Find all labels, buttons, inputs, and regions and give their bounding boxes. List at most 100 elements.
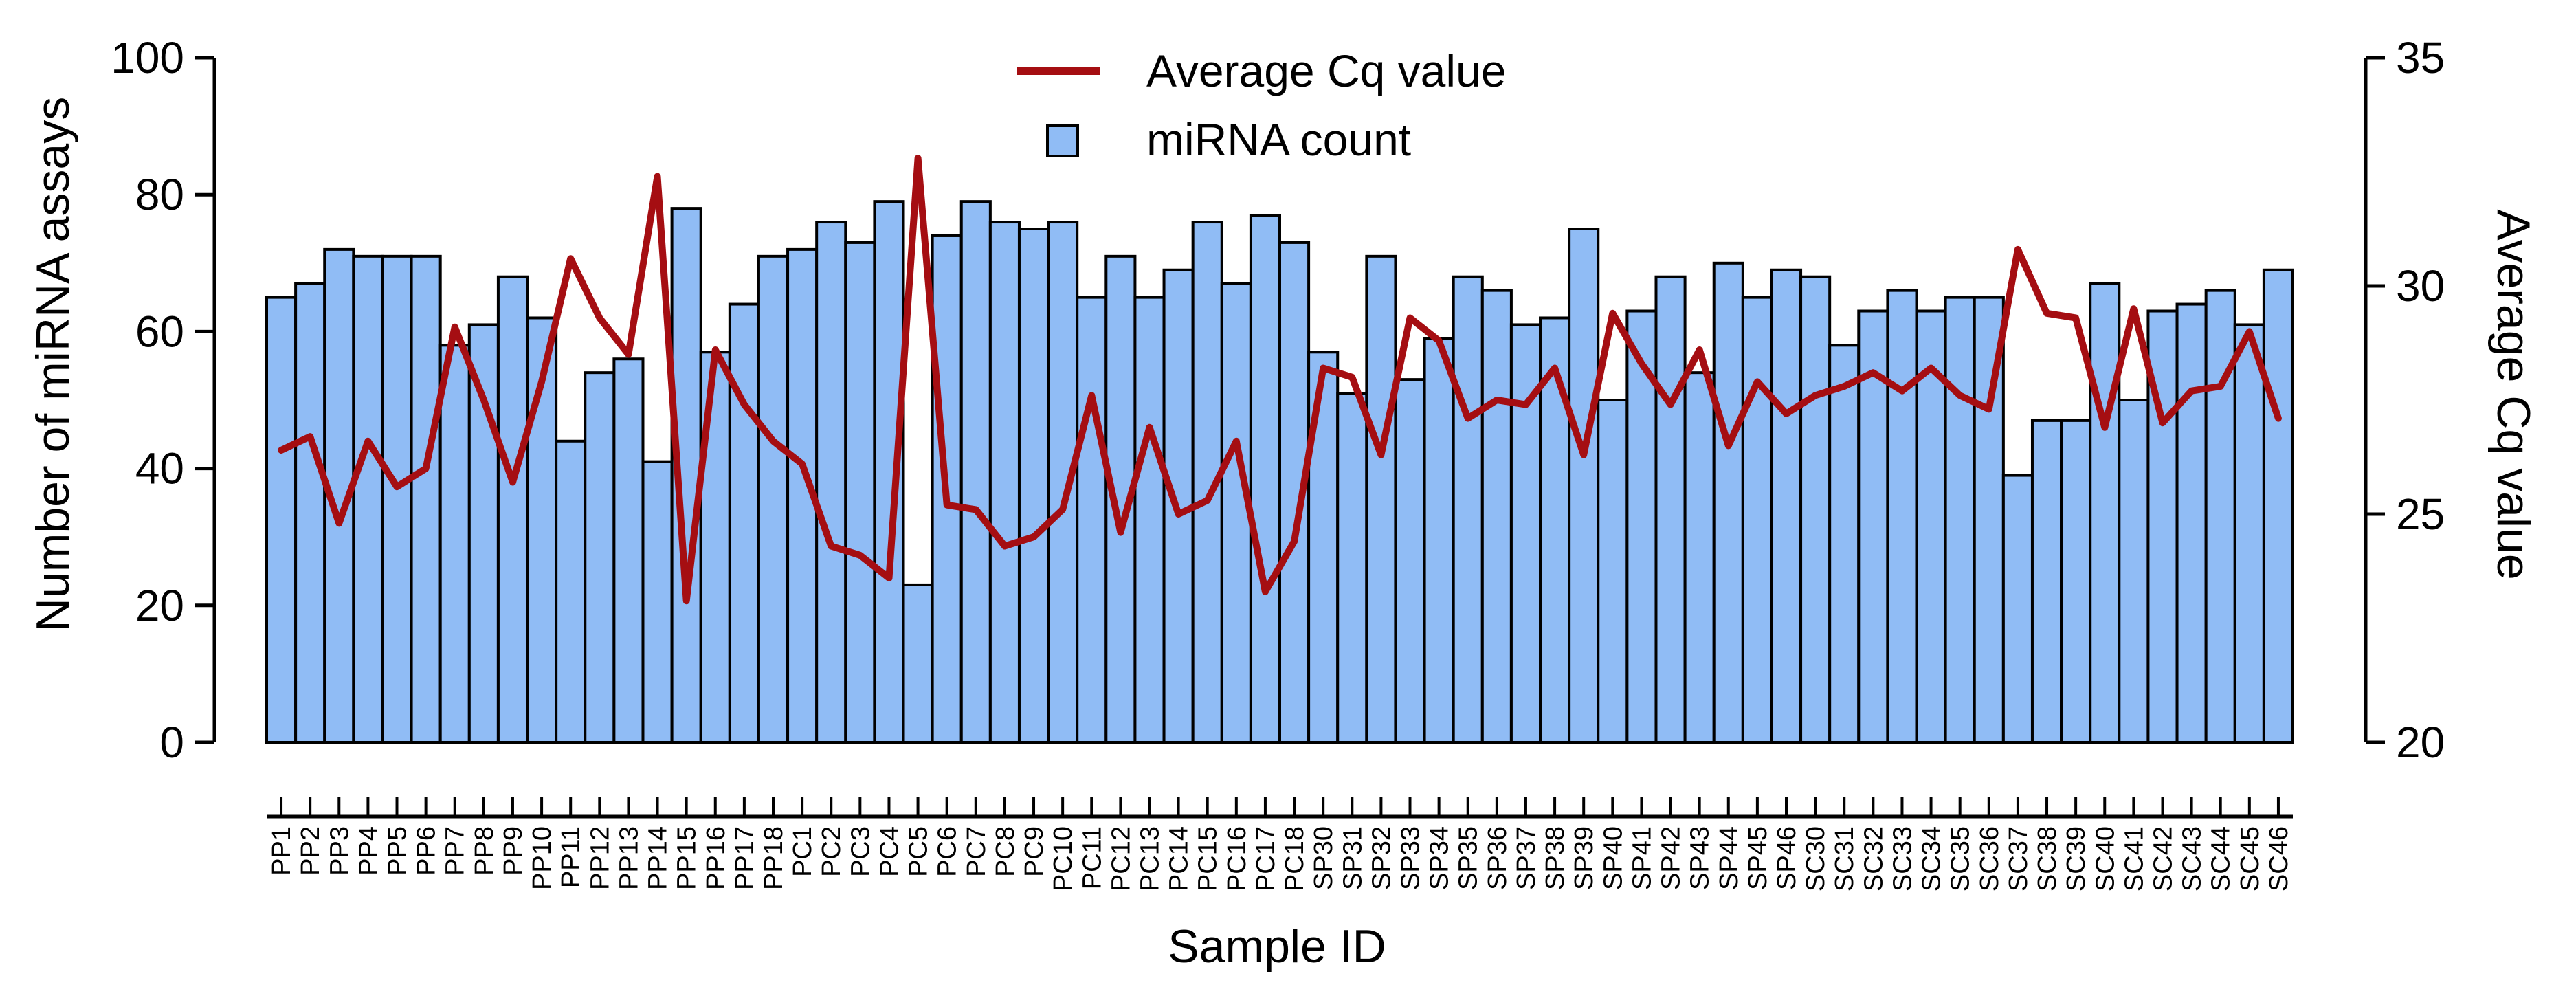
x-tick-label-sc45: SC45 <box>2236 826 2265 891</box>
bar-sc40 <box>2089 282 2121 744</box>
bar-sp45 <box>1741 296 1773 744</box>
bar-sp32 <box>1365 254 1397 744</box>
x-tick-label-sc35: SC35 <box>1946 826 1975 891</box>
y2-tick-label-20: 20 <box>2396 718 2445 767</box>
x-tick-label-pc12: PC12 <box>1107 826 1135 891</box>
x-tick-label-pc18: PC18 <box>1280 826 1309 891</box>
bar-sc44 <box>2204 289 2236 744</box>
bar-sc43 <box>2175 302 2208 744</box>
y2-tick-label-25: 25 <box>2396 489 2445 539</box>
bar-pp14 <box>641 460 674 744</box>
bar-sp35 <box>1452 275 1484 744</box>
x-tick-label-pc14: PC14 <box>1165 826 1194 891</box>
x-tick-label-pp17: PP17 <box>731 826 759 890</box>
bar-pp2 <box>294 282 326 744</box>
bar-pp6 <box>410 254 442 744</box>
x-tick-label-pc2: PC2 <box>817 826 846 877</box>
x-tick-label-sc31: SC31 <box>1830 826 1859 891</box>
y-tick-label-100: 100 <box>111 33 184 82</box>
legend-square-marker <box>1046 124 1079 157</box>
x-tick-label-pp6: PP6 <box>412 826 441 876</box>
bar-pp8 <box>467 323 500 744</box>
x-tick-label-pc15: PC15 <box>1194 826 1223 891</box>
x-tick-label-sc41: SC41 <box>2120 826 2148 891</box>
x-tick-label-sp39: SP39 <box>1570 826 1599 890</box>
bar-pp1 <box>265 296 298 744</box>
bar-sc31 <box>1828 344 1861 744</box>
bar-pp4 <box>352 254 384 744</box>
x-tick-label-pp12: PP12 <box>586 826 614 890</box>
bars-layer <box>265 200 2295 744</box>
x-tick-label-sp34: SP34 <box>1425 826 1454 890</box>
x-tick-label-pc17: PC17 <box>1252 826 1280 891</box>
x-tick-label-pp9: PP9 <box>499 826 528 876</box>
x-tick-label-pc8: PC8 <box>991 826 1020 877</box>
y-tick-label-20: 20 <box>135 581 184 630</box>
bar-pp11 <box>555 439 587 744</box>
bar-pc13 <box>1133 296 1166 744</box>
bar-sc41 <box>2118 399 2150 744</box>
x-tick-label-pp16: PP16 <box>702 826 731 890</box>
x-tick-label-pp1: PP1 <box>267 826 296 876</box>
bar-sp46 <box>1770 268 1803 744</box>
x-tick-label-sp42: SP42 <box>1657 826 1686 890</box>
bar-pp9 <box>496 275 529 744</box>
category-axis-layer: PP1 PP2 PP3 PP4 PP5 PP6 PP7 PP8 PP9 PP10 PP11 PP12 P… <box>267 797 2294 891</box>
x-tick-label-sp41: SP41 <box>1628 826 1656 890</box>
bar-pp13 <box>612 357 645 744</box>
x-axis-title: Sample ID <box>1168 920 1386 973</box>
x-tick-label-pc16: PC16 <box>1223 826 1252 891</box>
bar-sp34 <box>1423 337 1455 744</box>
x-tick-label-pc9: PC9 <box>1020 826 1049 877</box>
bar-pc16 <box>1220 282 1252 744</box>
x-tick-label-sp32: SP32 <box>1367 826 1396 890</box>
bar-sc39 <box>2060 419 2092 744</box>
x-tick-label-sp43: SP43 <box>1686 826 1715 890</box>
y-tick-label-0: 0 <box>159 718 184 767</box>
x-tick-label-pc3: PC3 <box>846 826 875 877</box>
bar-sc32 <box>1857 309 1889 744</box>
series-line-average-cq <box>278 155 2282 605</box>
x-tick-label-sc46: SC46 <box>2265 826 2294 891</box>
x-tick-label-sc33: SC33 <box>1889 826 1918 891</box>
x-tick-label-sp45: SP45 <box>1744 826 1773 890</box>
x-tick-label-pc6: PC6 <box>933 826 962 877</box>
line-layer <box>278 155 2282 605</box>
x-tick-label-pp7: PP7 <box>441 826 470 876</box>
bar-pc7 <box>959 200 992 744</box>
x-tick-label-sc43: SC43 <box>2178 826 2207 891</box>
x-tick-label-sp30: SP30 <box>1309 826 1338 890</box>
x-tick-label-pc5: PC5 <box>904 826 933 877</box>
y2-axis-title: Average Cq value <box>2487 209 2540 579</box>
bar-sp31 <box>1336 392 1368 744</box>
x-tick-label-pp11: PP11 <box>557 826 586 888</box>
x-tick-label-pc7: PC7 <box>962 826 991 877</box>
x-tick-label-pp4: PP4 <box>354 826 383 876</box>
x-tick-label-sc38: SC38 <box>2033 826 2062 891</box>
x-tick-label-sc39: SC39 <box>2062 826 2091 891</box>
bar-pc8 <box>988 221 1021 744</box>
bar-pp18 <box>757 254 790 744</box>
bar-sp39 <box>1568 228 1600 744</box>
x-tick-label-pp3: PP3 <box>325 826 354 876</box>
x-tick-label-sp33: SP33 <box>1397 826 1425 890</box>
x-tick-label-sc30: SC30 <box>1801 826 1830 891</box>
x-tick-label-sp38: SP38 <box>1541 826 1570 890</box>
bar-sc38 <box>2030 419 2063 744</box>
axes-layer: 0 20 40 60 80 100 20 25 30 35 <box>111 33 2445 767</box>
legend-label-bar: miRNA count <box>1146 114 1411 165</box>
x-tick-label-pp5: PP5 <box>384 826 412 876</box>
bar-sc45 <box>2233 323 2265 744</box>
bar-sp43 <box>1683 371 1716 744</box>
x-tick-label-sc34: SC34 <box>1918 826 1946 891</box>
x-tick-label-pc1: PC1 <box>788 826 817 877</box>
bar-pc11 <box>1076 296 1108 744</box>
x-tick-label-pc10: PC10 <box>1049 826 1078 891</box>
bar-pp5 <box>381 254 413 744</box>
x-tick-label-pp13: PP13 <box>614 826 643 890</box>
y-tick-label-60: 60 <box>135 307 184 356</box>
bar-pp12 <box>584 371 616 744</box>
x-tick-label-pp8: PP8 <box>470 826 499 876</box>
